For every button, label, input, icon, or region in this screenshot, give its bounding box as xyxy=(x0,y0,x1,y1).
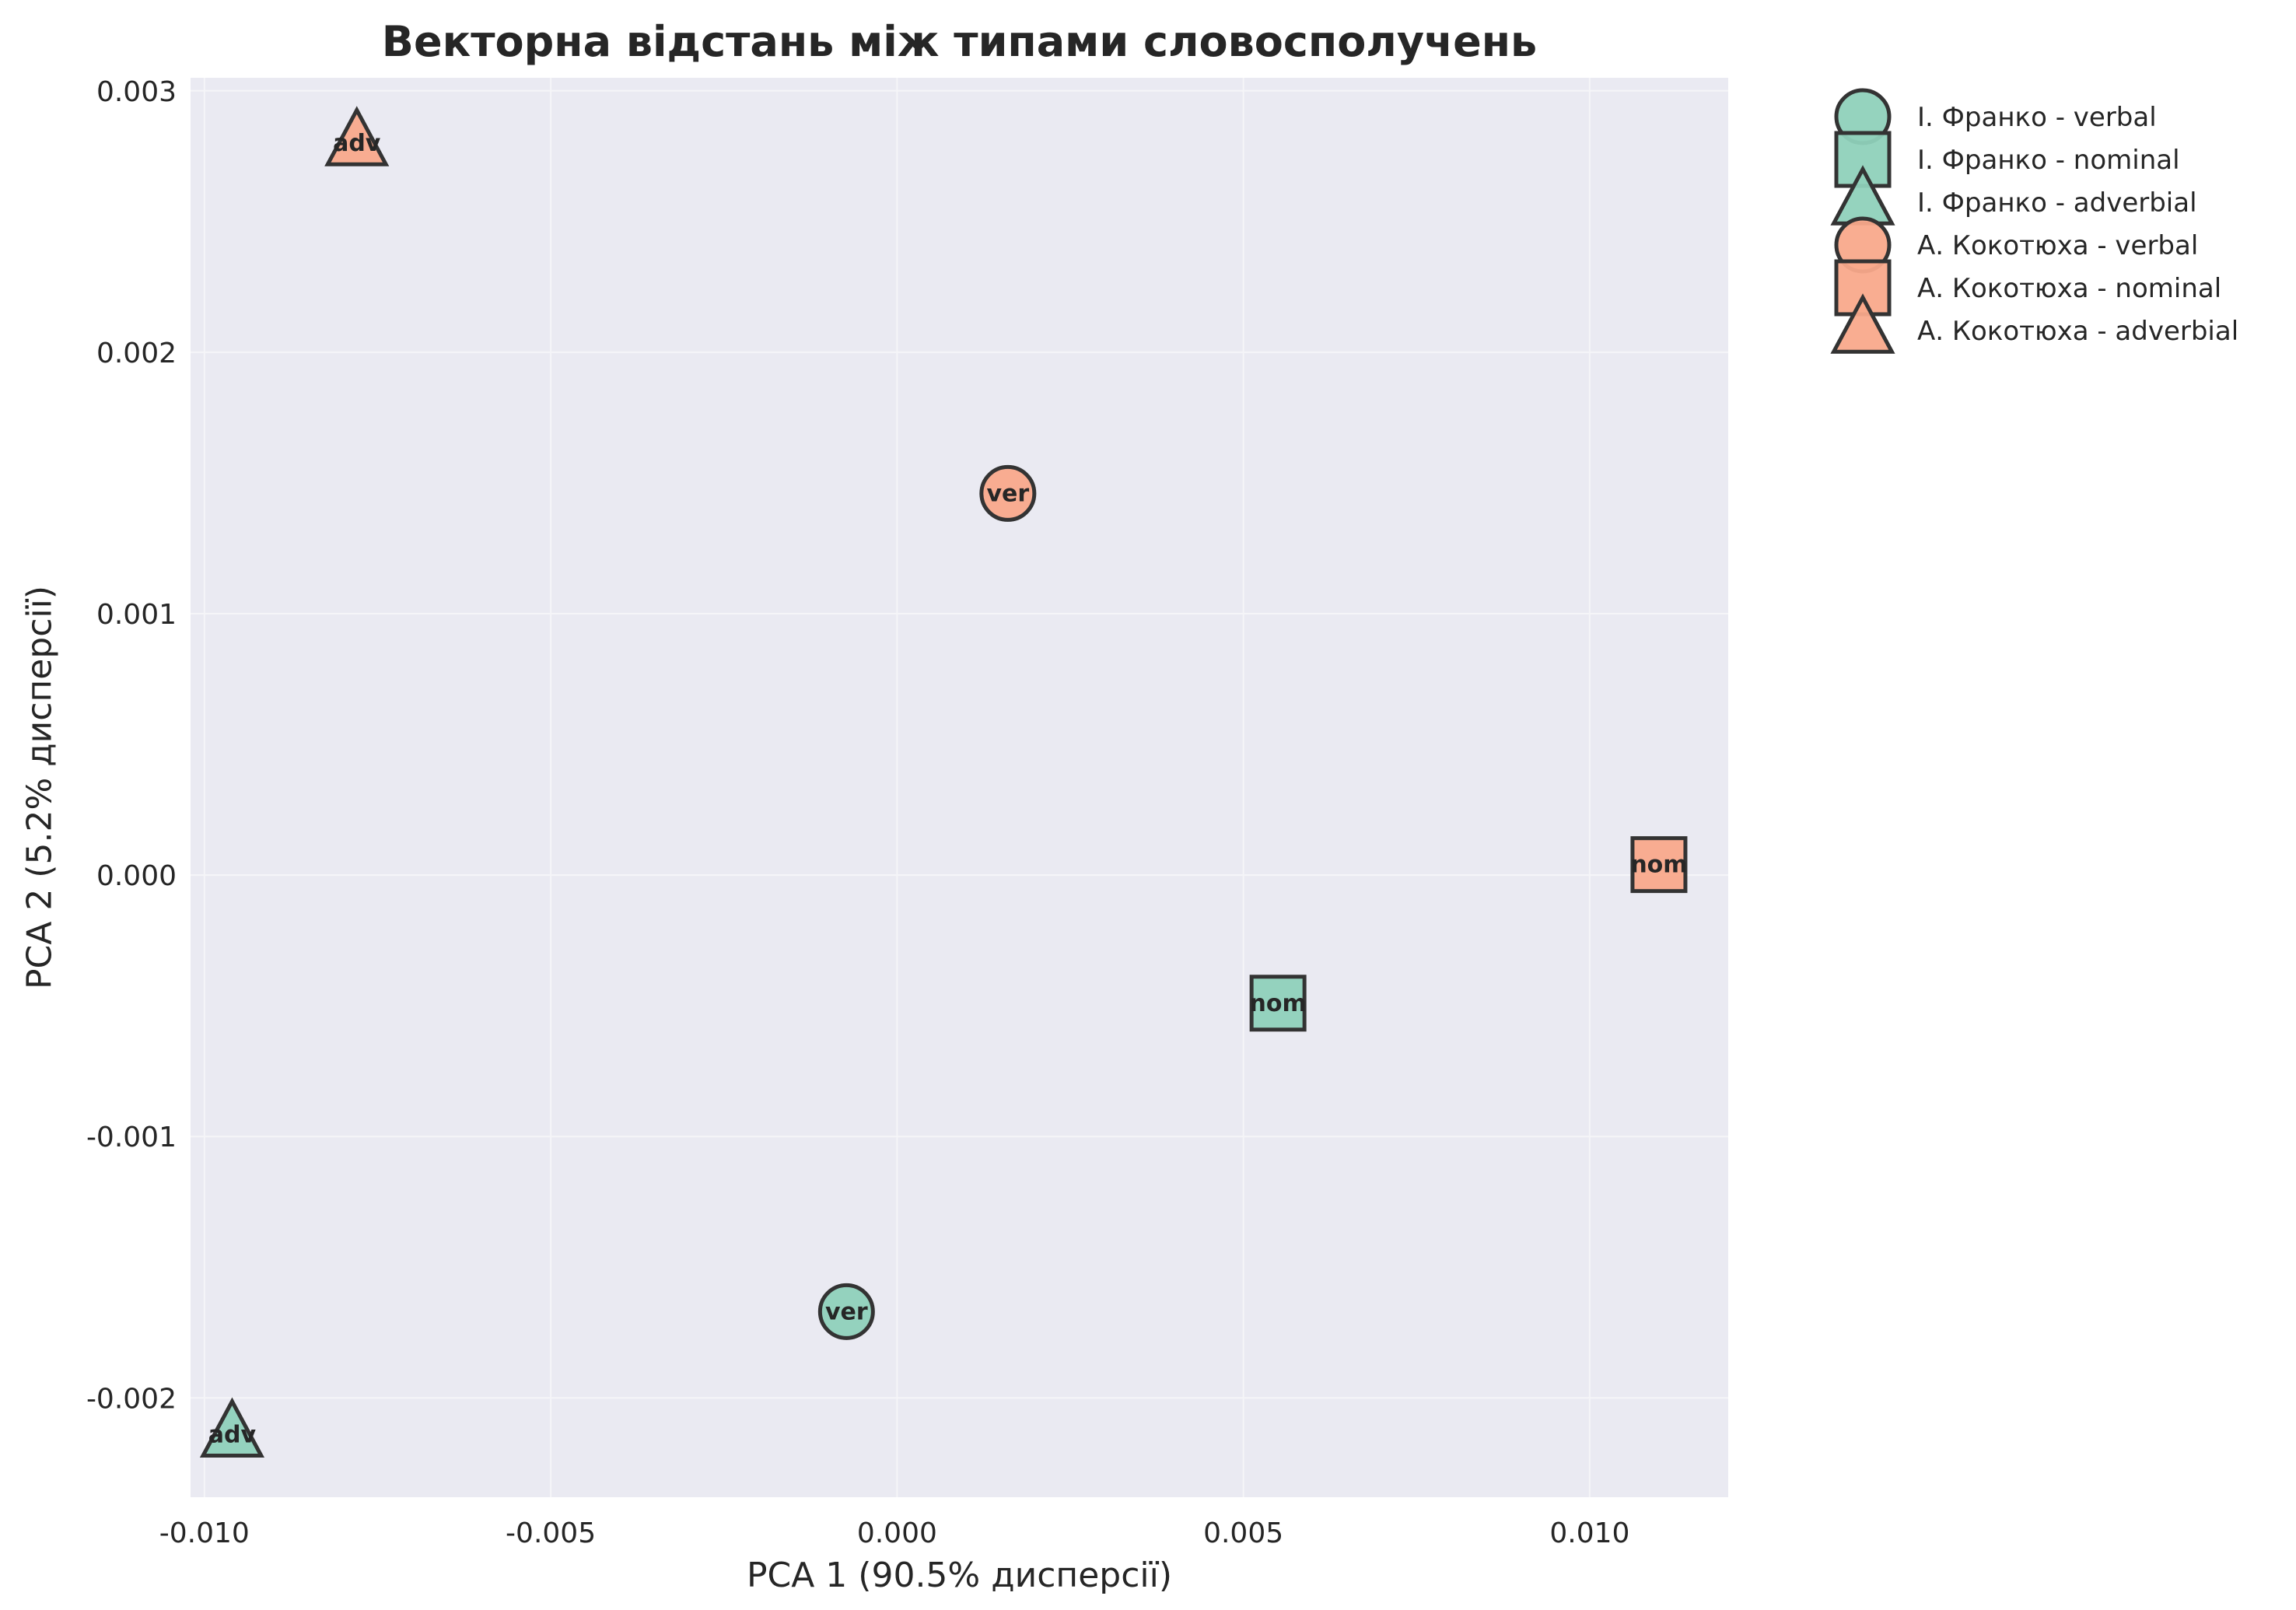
x-tick-label: -0.010 xyxy=(159,1517,250,1549)
point-label: ver xyxy=(986,480,1029,507)
legend-entry-label: I. Франко - verbal xyxy=(1917,102,2157,133)
point-marker-circle xyxy=(817,1283,875,1340)
x-axis-label: PCA 1 (90.5% дисперсії) xyxy=(747,1556,1172,1595)
data-points: ver nom adv ver nom adv xyxy=(199,106,1688,1458)
legend-entry-label: А. Кокотюха - adverbial xyxy=(1917,316,2238,347)
y-tick-label: -0.001 xyxy=(86,1122,177,1153)
x-tick-label: 0.005 xyxy=(1203,1517,1283,1549)
y-tick-label: 0.001 xyxy=(96,599,177,631)
y-tick-label: -0.002 xyxy=(86,1383,177,1415)
point-marker-square xyxy=(1249,975,1307,1032)
y-tick-label: 0.002 xyxy=(96,338,177,369)
point-marker-square xyxy=(1630,836,1688,894)
y-tick-label: 0.003 xyxy=(96,76,177,108)
legend: I. Франко - verbal I. Франко - nominal I. … xyxy=(1830,88,2238,354)
point-label: nom xyxy=(1250,990,1307,1017)
x-axis-ticks: -0.010 -0.005 0.000 0.005 0.010 xyxy=(159,1517,1630,1549)
point-label: adv xyxy=(208,1421,257,1448)
legend-entry-label: А. Кокотюха - verbal xyxy=(1917,230,2198,261)
x-tick-label: 0.000 xyxy=(857,1517,937,1549)
legend-marker-triangle xyxy=(1830,293,1895,354)
point-marker-circle xyxy=(979,464,1037,522)
legend-entry-label: I. Франко - adverbial xyxy=(1917,187,2197,219)
chart-title: Векторна відстань між типами словосполуч… xyxy=(382,17,1537,66)
grid-lines xyxy=(191,78,1728,1497)
x-tick-label: -0.005 xyxy=(506,1517,596,1549)
y-axis-label: PCA 2 (5.2% дисперсії) xyxy=(19,586,59,989)
y-tick-label: 0.000 xyxy=(96,860,177,892)
plot-area xyxy=(191,78,1728,1497)
legend-entry-label: I. Франко - nominal xyxy=(1917,145,2180,176)
point-label: adv xyxy=(333,130,381,157)
point-marker-triangle xyxy=(324,106,390,166)
y-axis-ticks: -0.002 -0.001 0.000 0.001 0.002 0.003 xyxy=(86,76,177,1415)
x-tick-label: 0.010 xyxy=(1549,1517,1629,1549)
point-label: nom xyxy=(1630,852,1687,879)
point-label: ver xyxy=(825,1298,868,1325)
point-marker-triangle xyxy=(199,1397,265,1458)
legend-entry-label: А. Кокотюха - nominal xyxy=(1917,273,2221,304)
